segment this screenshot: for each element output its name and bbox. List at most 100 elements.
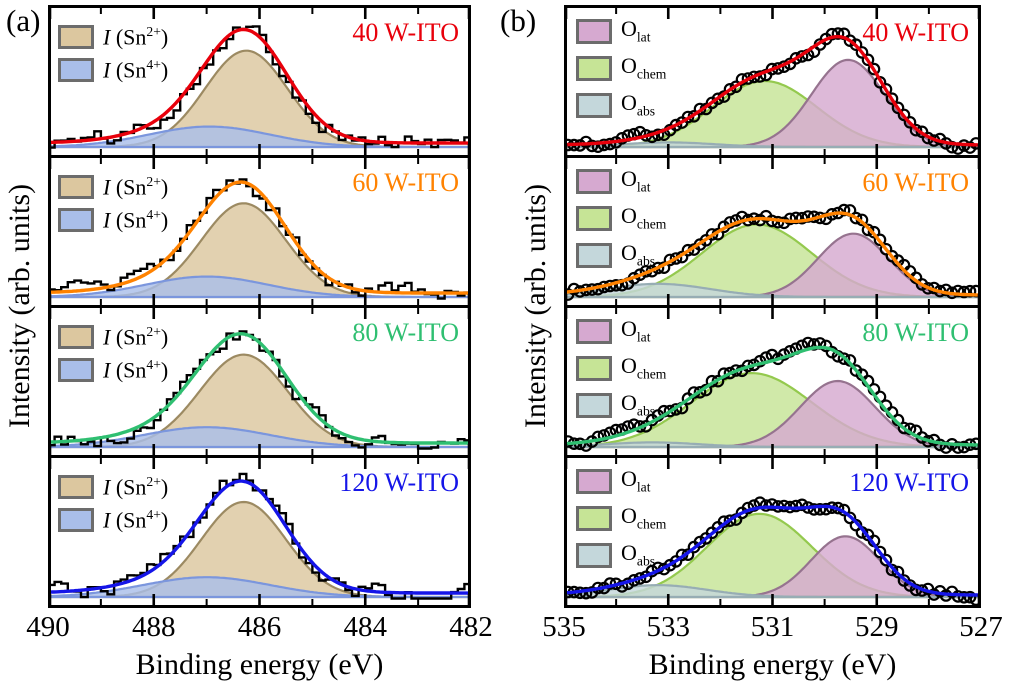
- legend-label: I (Sn4+): [103, 507, 169, 533]
- legend-label: Olat: [621, 466, 651, 495]
- panel-b-label: (b): [500, 3, 537, 38]
- panel-b-plot-stack: Olat Ochem Oabs 40 W-ITO Olat Ochem Oabs 60 W-I…: [564, 5, 981, 608]
- legend-item: Oabs: [576, 92, 666, 118]
- panel-b-x-tick-labels: 535 533 531 529 527: [542, 611, 1003, 647]
- legend-item: Ochem: [576, 205, 666, 231]
- legend: I (Sn2+) I (Sn4+): [58, 325, 168, 382]
- legend-label: Ochem: [621, 53, 667, 82]
- legend: Olat Ochem Oabs: [576, 17, 666, 118]
- sample-label: 80 W-ITO: [862, 318, 969, 347]
- x-tick-label: 531: [750, 611, 795, 643]
- legend-item: Oabs: [576, 392, 666, 418]
- spectrum-chart: [564, 305, 981, 458]
- legend-label: Olat: [621, 166, 651, 195]
- legend-swatch: [576, 168, 612, 194]
- legend-swatch: [576, 242, 612, 268]
- x-tick-label: 482: [449, 611, 493, 643]
- legend: Olat Ochem Oabs: [576, 316, 666, 418]
- panel-b-x-axis-title: Binding energy (eV): [648, 648, 897, 681]
- legend-item: Oabs: [576, 242, 666, 268]
- legend-label: Ochem: [621, 503, 667, 532]
- subplot-b-120-w-ito: Olat Ochem Oabs 120 W-ITO: [564, 455, 981, 608]
- x-tick-label: 527: [959, 611, 1003, 643]
- legend-swatch: [58, 175, 94, 199]
- legend-label: I (Sn2+): [103, 174, 169, 200]
- sample-label: 40 W-ITO: [352, 18, 459, 47]
- component-fill-sn4: [51, 576, 468, 599]
- legend-label: I (Sn2+): [103, 324, 169, 350]
- legend: I (Sn2+) I (Sn4+): [58, 175, 168, 232]
- x-tick-label: 490: [26, 611, 70, 643]
- legend-item: Ochem: [576, 355, 666, 381]
- subplot-a-80-w-ito: I (Sn2+) I (Sn4+) 80 W-ITO: [48, 305, 471, 458]
- sample-label: 120 W-ITO: [339, 468, 459, 497]
- legend-label: Oabs: [621, 390, 656, 419]
- subplot-a-40-w-ito: I (Sn2+) I (Sn4+) 40 W-ITO: [48, 5, 471, 158]
- legend-item: Olat: [576, 17, 666, 44]
- x-tick-label: 529: [855, 611, 899, 643]
- panel-a-x-axis-title: Binding energy (eV): [135, 648, 384, 681]
- legend-item: I (Sn2+): [58, 475, 168, 499]
- sample-label: 60 W-ITO: [862, 168, 969, 197]
- panel-a-plot-stack: I (Sn2+) I (Sn4+) 40 W-ITO I (Sn2+) I (Sn4+)…: [48, 5, 471, 608]
- spectrum-chart: [48, 305, 471, 458]
- legend-label: Oabs: [621, 90, 656, 119]
- legend-swatch: [576, 18, 612, 44]
- legend-swatch: [576, 355, 612, 381]
- fit-line: [51, 180, 468, 295]
- legend-label: I (Sn2+): [103, 24, 169, 50]
- x-tick-label: 535: [542, 611, 586, 643]
- legend-swatch: [576, 542, 612, 568]
- legend-swatch: [58, 358, 94, 382]
- legend-item: I (Sn2+): [58, 25, 168, 49]
- panel-b-y-axis-title: Intensity (arb. units): [519, 183, 552, 429]
- legend-swatch: [58, 475, 94, 499]
- legend-item: Oabs: [576, 542, 666, 568]
- legend-label: I (Sn4+): [103, 57, 169, 83]
- plot-frame: [48, 455, 471, 608]
- panel-a-x-tick-labels: 490 488 486 484 482: [26, 611, 493, 647]
- legend-swatch: [58, 25, 94, 49]
- fit-line: [567, 211, 978, 297]
- legend-label: I (Sn2+): [103, 474, 169, 500]
- component-fill-sn4: [51, 275, 468, 299]
- legend-label: I (Sn4+): [103, 357, 169, 383]
- legend-item: I (Sn4+): [58, 358, 168, 382]
- legend-label: Olat: [621, 316, 651, 345]
- legend-item: Olat: [576, 166, 666, 195]
- sample-label: 60 W-ITO: [352, 168, 459, 197]
- fit-line: [567, 34, 978, 147]
- data-histogram: [51, 472, 468, 600]
- subplot-a-120-w-ito: I (Sn2+) I (Sn4+) 120 W-ITO: [48, 455, 471, 608]
- fit-line: [51, 479, 468, 595]
- legend-swatch: [576, 505, 612, 531]
- legend-label: Ochem: [621, 203, 667, 232]
- fit-line: [51, 332, 468, 445]
- subplot-b-60-w-ito: Olat Ochem Oabs 60 W-ITO: [564, 155, 981, 308]
- legend-swatch: [576, 468, 612, 494]
- legend-label: I (Sn4+): [103, 207, 169, 233]
- legend-label: Oabs: [621, 540, 656, 569]
- legend: I (Sn2+) I (Sn4+): [58, 25, 168, 82]
- sample-label: 120 W-ITO: [849, 468, 969, 497]
- legend-swatch: [58, 325, 94, 349]
- legend-swatch: [58, 508, 94, 532]
- spectrum-chart: [564, 155, 981, 308]
- legend-swatch: [576, 318, 612, 344]
- legend-item: I (Sn4+): [58, 58, 168, 82]
- legend-item: Olat: [576, 316, 666, 345]
- legend-item: Ochem: [576, 55, 666, 81]
- legend: Olat Ochem Oabs: [576, 466, 667, 568]
- legend-swatch: [576, 92, 612, 118]
- legend-item: I (Sn4+): [58, 508, 168, 532]
- legend-swatch: [576, 392, 612, 418]
- sample-label: 80 W-ITO: [352, 318, 459, 347]
- legend-item: I (Sn4+): [58, 208, 168, 232]
- legend-label: Oabs: [621, 240, 656, 269]
- legend: Olat Ochem Oabs: [576, 166, 666, 268]
- x-tick-label: 486: [237, 611, 282, 643]
- legend-label: Ochem: [621, 353, 667, 382]
- legend-swatch: [58, 208, 94, 232]
- subplot-b-80-w-ito: Olat Ochem Oabs 80 W-ITO: [564, 305, 981, 458]
